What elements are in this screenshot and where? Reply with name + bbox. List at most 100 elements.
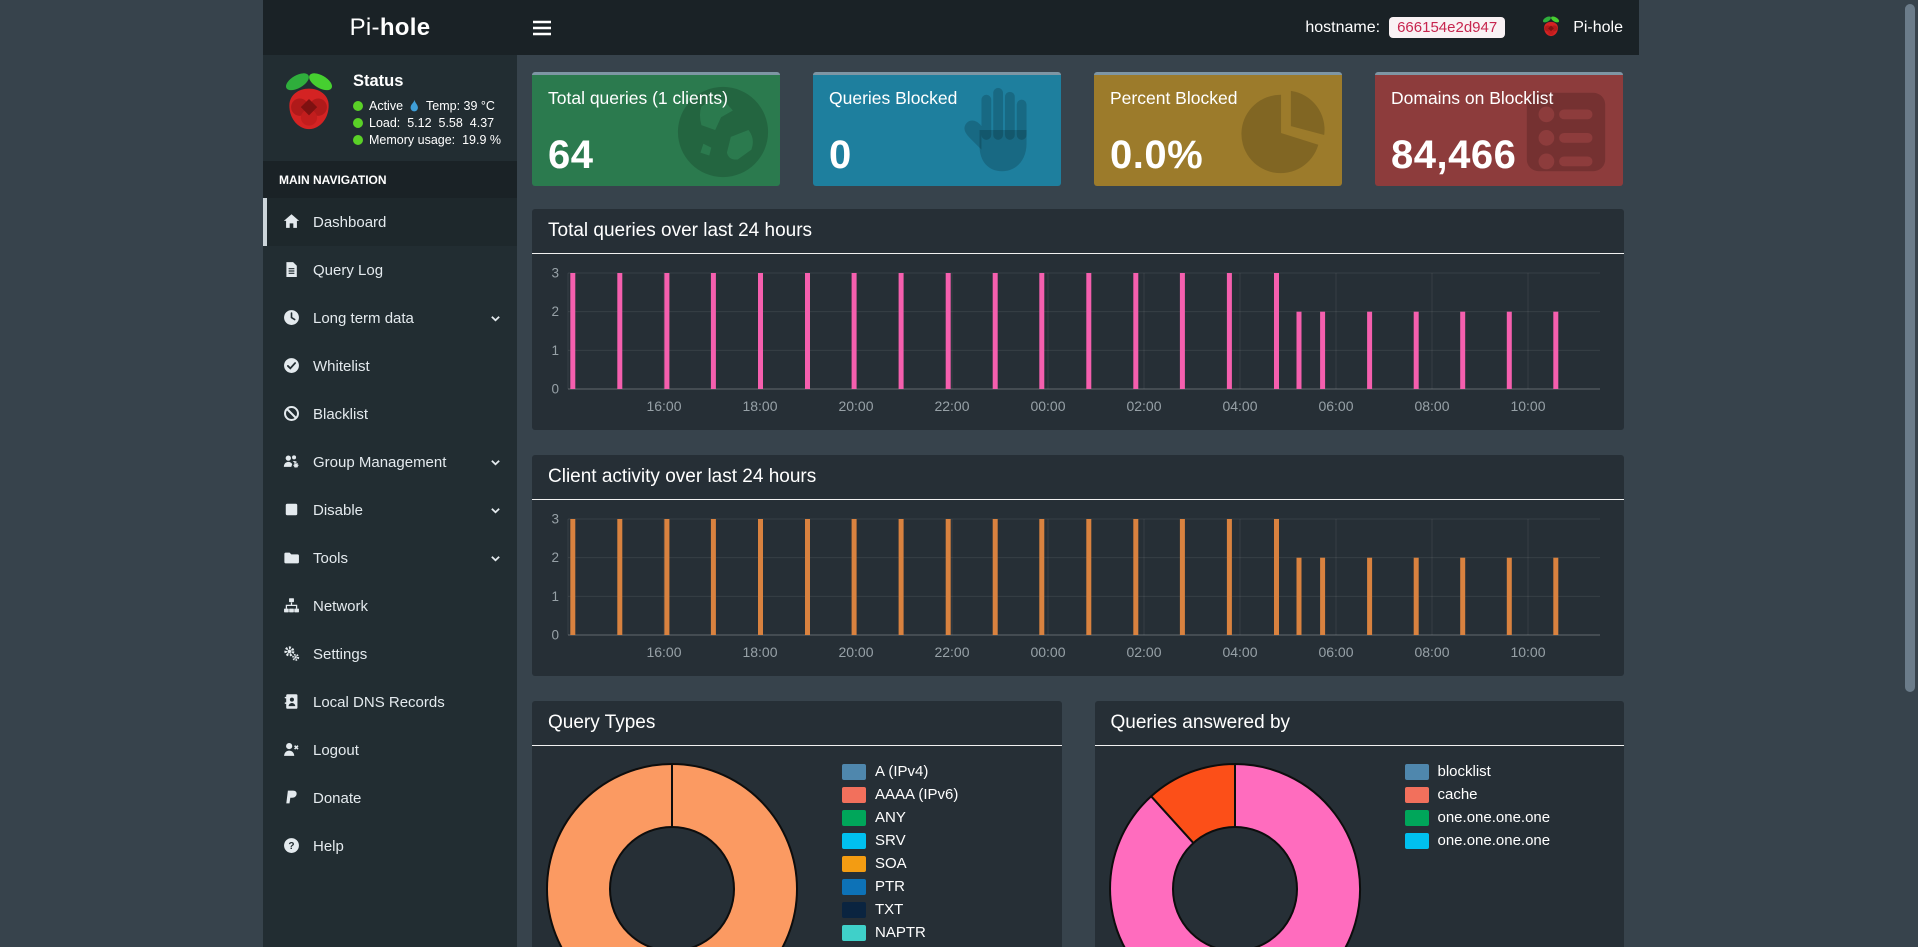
status-panel: Status Active Temp: 39 °C Load: 5.12 5.5… [263,55,517,161]
user-times-icon [283,741,302,759]
sidebar-item-local-dns-records[interactable]: Local DNS Records [263,678,517,726]
navbar-right-group: hostname: 666154e2d947 Pi-hole [1305,15,1639,41]
legend-item-naptr[interactable]: NAPTR [842,924,958,941]
legend-label: cache [1437,786,1478,803]
sidebar-item-label: Tools [313,549,349,567]
svg-text:2: 2 [551,304,559,319]
legend-label: ANY [875,809,906,826]
legend-item-txt[interactable]: TXT [842,901,958,918]
legend-label: blocklist [1437,763,1491,780]
legend-label: AAAA (IPv6) [875,786,959,803]
svg-text:10:00: 10:00 [1510,398,1545,414]
legend-swatch [842,809,866,826]
panel-client-activity-24h: Client activity over last 24 hours 0 1 2 3 1… [532,455,1624,676]
file-icon [283,261,302,279]
stop-icon [283,501,302,519]
svg-text:08:00: 08:00 [1414,398,1449,414]
sidebar-item-logout[interactable]: Logout [263,726,517,774]
sidebar-item-label: Group Management [313,453,447,471]
svg-text:18:00: 18:00 [742,398,777,414]
legend-swatch [842,855,866,872]
sidebar-item-donate[interactable]: Donate [263,774,517,822]
svg-text:02:00: 02:00 [1126,398,1161,414]
queries-answered-donut-chart[interactable] [1095,746,1624,947]
svg-text:16:00: 16:00 [646,644,681,660]
pihole-raspberry-logo [272,66,346,151]
legend-label: TXT [875,901,904,918]
svg-text:0: 0 [551,628,559,643]
page-scrollbar[interactable] [1905,4,1915,692]
legend-item-srv[interactable]: SRV [842,832,958,849]
legend-swatch [842,763,866,780]
legend-swatch [1404,786,1429,803]
svg-text:2: 2 [551,550,559,565]
sidebar-item-label: Blacklist [313,405,369,423]
legend-item-soa[interactable]: SOA [842,855,958,872]
sidebar-item-dashboard[interactable]: Dashboard [263,198,517,246]
query-types-donut-chart[interactable] [532,746,1061,947]
legend-item-any[interactable]: ANY [842,809,958,826]
legend-item-cache[interactable]: cache [1404,786,1551,803]
hostname-badge: 666154e2d947 [1389,17,1506,38]
svg-text:10:00: 10:00 [1510,644,1545,660]
svg-text:04:00: 04:00 [1222,398,1257,414]
sidebar-item-help[interactable]: ? Help [263,822,517,870]
svg-text:?: ? [288,841,294,852]
sidebar-section-header: MAIN NAVIGATION [263,161,517,198]
sidebar-menu: Dashboard Query Log Long term data Whitelis… [263,198,517,870]
total-queries-chart[interactable]: 0 1 2 3 16:00 18:00 20:00 22:00 00:00 02:00 04:00 0… [532,254,1623,430]
sidebar-item-whitelist[interactable]: Whitelist [263,342,517,390]
sidebar-item-tools[interactable]: Tools [263,534,517,582]
stat-card-title: Queries Blocked [829,88,958,108]
sidebar-toggle-button[interactable] [517,0,567,55]
legend-item-one-one-one-one[interactable]: one.one.one.one [1404,832,1550,849]
content-area: Total queries (1 clients) 64 Queries Block… [517,55,1639,947]
legend-item-ptr[interactable]: PTR [842,878,958,895]
sidebar-item-query-log[interactable]: Query Log [263,246,517,294]
stat-card-queries-blocked: Queries Blocked 0 [813,72,1061,186]
legend-swatch [842,878,866,895]
status-load-value: Load: 5.12 5.58 4.37 [369,116,495,130]
logo-prefix: Pi- [349,14,380,41]
svg-text:18:00: 18:00 [742,644,777,660]
hand-icon [955,83,1053,181]
sidebar-item-label: Logout [313,741,359,759]
sidebar-item-blacklist[interactable]: Blacklist [263,390,517,438]
legend-swatch [842,832,866,849]
svg-text:00:00: 00:00 [1030,398,1065,414]
legend-item-a-ipv4[interactable]: A (IPv4) [842,763,958,780]
svg-text:06:00: 06:00 [1318,644,1353,660]
stat-cards-row: Total queries (1 clients) 64 Queries Block… [532,72,1624,186]
raspberry-icon [1538,15,1564,41]
legend-item-one-one-one-one[interactable]: one.one.one.one [1404,809,1550,826]
svg-text:08:00: 08:00 [1414,644,1449,660]
stat-card-title: Percent Blocked [1110,88,1238,108]
svg-text:22:00: 22:00 [934,398,969,414]
top-navbar: Pi-hole hostname: 666154e2d947 Pi-hole [263,0,1639,55]
query-types-chart-body: A (IPv4) AAAA (IPv6) ANY SRV SOA PTR TXT NAPTR [532,746,1062,947]
stat-card-domains-on-blocklist: Domains on Blocklist 84,466 [1375,72,1623,186]
navbar-brand[interactable]: Pi-hole [1573,18,1623,36]
panel-title: Queries answered by [1094,701,1624,746]
legend-label: NAPTR [875,924,926,941]
panel-queries-answered-by: Queries answered by blocklist cache one.on… [1094,701,1624,947]
sidebar-item-disable[interactable]: Disable [263,486,517,534]
sidebar-item-settings[interactable]: Settings [263,630,517,678]
sidebar-item-label: Whitelist [313,357,370,375]
legend-swatch [1404,832,1429,849]
app-wrapper: Pi-hole hostname: 666154e2d947 Pi-hole S… [263,0,1639,947]
legend-label: SRV [875,832,906,849]
legend-item-aaaa-ipv6[interactable]: AAAA (IPv6) [842,786,958,803]
sidebar-item-group-management[interactable]: Group Management [263,438,517,486]
sidebar-item-network[interactable]: Network [263,582,517,630]
globe-icon [674,83,772,181]
hostname-label: hostname: [1305,18,1381,36]
client-activity-chart[interactable]: 0 1 2 3 16:00 18:00 20:00 22:00 00:00 02:00 04:00 0… [532,500,1623,676]
legend-item-blocklist[interactable]: blocklist [1404,763,1551,780]
svg-text:16:00: 16:00 [646,398,681,414]
sidebar-item-long-term-data[interactable]: Long term data [263,294,517,342]
legend-swatch [842,924,866,941]
gears-icon [283,645,302,663]
svg-text:02:00: 02:00 [1126,644,1161,660]
svg-text:06:00: 06:00 [1318,398,1353,414]
